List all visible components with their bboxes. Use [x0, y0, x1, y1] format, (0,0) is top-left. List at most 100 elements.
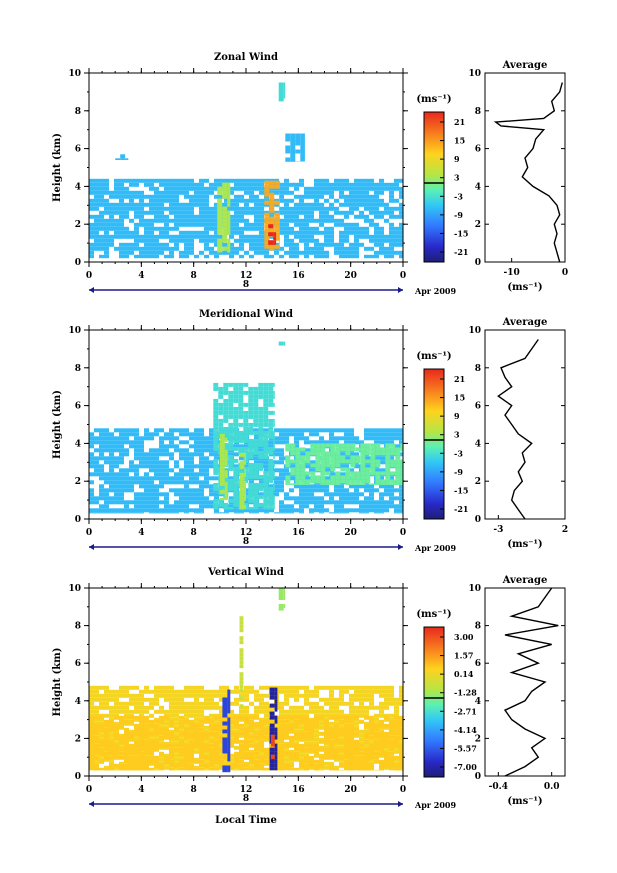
- heat-cell: [329, 739, 334, 744]
- heat-cell: [104, 727, 109, 732]
- heat-cell: [344, 727, 349, 732]
- heat-cell: [268, 402, 274, 407]
- heat-cell: [360, 463, 366, 468]
- heat-cell: [154, 719, 159, 724]
- heat-cell: [204, 440, 209, 445]
- heat-cell: [384, 186, 389, 191]
- heat-cell: [234, 745, 239, 750]
- panel-0: [84, 68, 566, 293]
- heat-cell: [213, 398, 219, 403]
- heat-cell: [309, 508, 314, 513]
- heat-cell: [164, 512, 169, 514]
- heat-cell: [99, 492, 104, 497]
- heat-cell: [94, 194, 99, 199]
- heat-cell: [129, 715, 134, 720]
- heat-cell: [194, 230, 199, 235]
- heat-cell: [154, 250, 159, 255]
- heat-cell: [354, 743, 359, 748]
- heat-cell: [390, 463, 396, 468]
- heat-cell: [214, 508, 219, 513]
- average-title: Average: [502, 317, 548, 328]
- heat-cell: [194, 512, 199, 514]
- heat-cell: [139, 194, 144, 199]
- heat-cell: [149, 719, 154, 724]
- heat-cell: [259, 222, 264, 227]
- heat-cell: [300, 479, 306, 484]
- heat-cell: [294, 194, 299, 199]
- heat-cell: [214, 727, 219, 732]
- heat-cell: [227, 214, 231, 219]
- heat-cell: [218, 430, 224, 435]
- heat-cell: [263, 486, 269, 491]
- heat-cell: [219, 250, 224, 255]
- heat-cell: [222, 182, 228, 187]
- heat-cell: [279, 705, 284, 710]
- heat-cell: [119, 234, 124, 239]
- heat-cell: [259, 190, 264, 195]
- heat-cell: [279, 709, 284, 714]
- heat-cell: [184, 250, 189, 255]
- heat-cell: [194, 472, 199, 477]
- heat-cell: [194, 198, 199, 203]
- heat-cell: [174, 488, 179, 493]
- heat-cell: [304, 747, 309, 752]
- heat-cell: [222, 186, 228, 191]
- heat-cell: [199, 492, 204, 497]
- heat-cell: [239, 238, 244, 243]
- heat-cell: [299, 484, 304, 489]
- heat-cell: [94, 218, 99, 223]
- heat-cell: [248, 494, 254, 499]
- heat-cell: [394, 749, 399, 754]
- heat-cell: [239, 739, 244, 744]
- heat-cell: [119, 242, 124, 247]
- heat-cell: [89, 751, 94, 756]
- heat-cell: [394, 743, 399, 748]
- heat-cell: [263, 506, 269, 510]
- heat-cell: [224, 723, 229, 728]
- heat-cell: [279, 731, 284, 736]
- heat-cell: [273, 442, 275, 447]
- heat-cell: [253, 438, 259, 443]
- heat-cell: [229, 230, 234, 235]
- heat-cell: [339, 500, 344, 505]
- heat-cell: [334, 242, 339, 247]
- heat-cell: [239, 751, 244, 756]
- heat-cell: [179, 222, 184, 227]
- heat-cell: [395, 447, 401, 452]
- heat-cell: [268, 434, 274, 439]
- heat-cell: [114, 723, 119, 728]
- heat-cell: [269, 695, 275, 700]
- heat-cell: [174, 693, 179, 698]
- heat-cell: [253, 398, 259, 403]
- heat-cell: [154, 472, 159, 477]
- heat-cell: [355, 483, 361, 485]
- heat-cell: [339, 464, 344, 469]
- heat-cell: [244, 198, 249, 203]
- heat-cell: [214, 759, 219, 764]
- heat-cell: [134, 440, 139, 445]
- heat-cell: [269, 208, 275, 213]
- heat-cell: [124, 755, 129, 760]
- heat-cell: [204, 178, 209, 183]
- heat-region: [264, 180, 280, 251]
- heat-cell: [304, 723, 309, 728]
- heat-cell: [253, 430, 259, 435]
- heat-cell: [264, 232, 270, 237]
- heat-cell: [114, 697, 119, 702]
- heat-cell: [278, 596, 284, 600]
- heat-cell: [139, 727, 144, 732]
- x-tick-label: 20: [344, 528, 357, 538]
- heat-cell: [309, 218, 314, 223]
- heat-cell: [234, 715, 239, 720]
- heat-cell: [174, 747, 179, 752]
- heat-cell: [273, 430, 275, 435]
- heat-cell: [189, 755, 194, 760]
- heat-cell: [224, 202, 229, 207]
- heat-cell: [324, 713, 329, 718]
- heat-cell: [119, 685, 124, 690]
- heat-cell: [214, 751, 219, 756]
- heat-cell: [244, 735, 249, 740]
- heat-cell: [228, 390, 234, 395]
- heat-cell: [144, 697, 149, 702]
- heat-cell: [329, 709, 334, 714]
